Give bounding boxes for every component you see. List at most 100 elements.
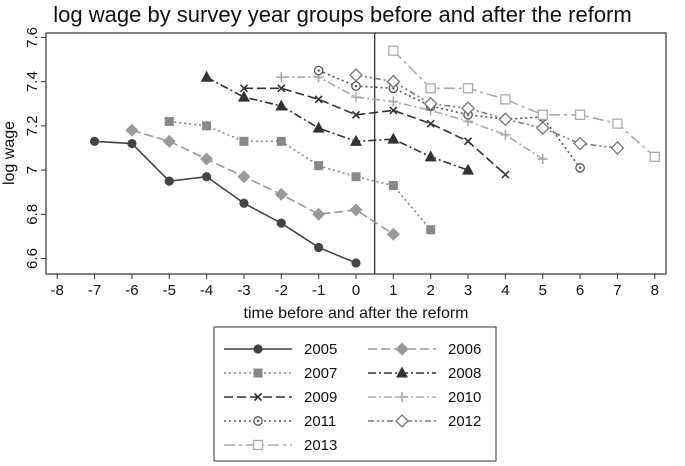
x-tick-label: -3 [237,282,250,299]
data-point-2010 [537,154,548,165]
y-tick-label: 6.8 [24,204,41,225]
data-point-2009 [501,170,510,179]
data-point-2007 [202,121,212,131]
data-point-2009 [239,84,249,93]
legend-label: 2010 [448,389,481,406]
x-tick-label: 6 [576,282,584,299]
data-point-2005 [351,258,361,268]
series-2012 [349,68,625,155]
x-tick-label: -4 [200,282,213,299]
data-point-2005 [202,172,212,182]
data-point-2010 [500,129,511,140]
data-point-2006 [312,207,326,221]
series-line-2013 [392,50,656,158]
data-point-2006 [386,227,400,241]
legend-marker [252,439,264,451]
y-axis-label: log wage [1,121,18,185]
data-point-2013 [612,118,623,129]
legend-label: 2007 [304,365,337,382]
x-tick-label: 0 [352,282,360,299]
data-point-2005 [276,218,286,228]
data-point-2006 [237,170,251,184]
legend-label: 2013 [304,437,337,454]
legend-item-2009: 2009 [224,389,337,406]
series-2013 [388,45,660,162]
data-point-2013 [425,83,436,94]
x-tick-label: -6 [125,282,138,299]
x-tick-label: -7 [88,282,101,299]
data-point-2013 [462,83,474,94]
legend-item-2011: 2011 [224,413,336,430]
legend-label: 2008 [448,365,481,382]
data-point-2008 [462,163,475,175]
data-point-2007 [276,136,286,146]
data-point-2007 [239,136,249,146]
data-point-2006 [200,152,214,166]
data-point-2012 [610,141,625,155]
y-tick-label: 7.4 [24,71,41,92]
x-tick-label: 4 [501,282,509,299]
data-point-2008 [350,134,362,146]
legend-item-2010: 2010 [368,389,481,406]
legend-marker [397,392,407,402]
data-point-2009 [426,119,435,128]
legend-item-2008: 2008 [368,365,481,382]
data-point-2012 [349,68,363,82]
x-tick-label: -5 [163,282,176,299]
data-point-2012 [498,112,513,127]
y-tick-label: 7.2 [24,115,41,136]
data-point-2007 [351,172,361,182]
series-line-2005 [94,140,357,264]
data-point-2011 [313,65,324,76]
data-point-2011 [351,81,361,91]
y-tick-label: 6.6 [24,248,41,269]
legend-label: 2012 [448,413,481,430]
chart-title: log wage by survey year groups before an… [53,2,632,27]
data-point-2010 [276,72,287,83]
data-point-2008 [200,70,213,82]
y-tick-label: 7 [24,166,41,174]
series-2006 [125,123,400,241]
data-point-2009 [277,84,286,93]
data-point-2008 [424,150,437,162]
series-2007 [164,116,436,235]
data-point-2012 [386,74,401,89]
x-tick-label: 1 [389,282,397,299]
data-point-2007 [388,181,398,191]
legend-label: 2011 [304,413,336,430]
marker-center [354,84,358,88]
data-point-2006 [274,187,288,201]
series-line-2010 [281,76,544,160]
data-point-2013 [500,94,511,105]
data-point-2005 [164,176,174,186]
data-point-2012 [461,101,475,116]
series-line-2009 [243,87,506,176]
series-line-2006 [131,129,394,235]
data-point-2012 [423,96,438,111]
data-point-2005 [89,136,100,146]
legend-marker [396,366,408,378]
data-point-2007 [164,116,174,126]
legend-item-2012: 2012 [368,413,481,430]
data-point-2005 [314,242,324,253]
data-point-2007 [314,161,324,171]
legend-marker [253,368,263,378]
data-point-2013 [537,109,548,120]
series-2009 [239,84,510,179]
marker-center [256,419,260,423]
data-point-2013 [649,151,660,162]
data-point-2008 [312,121,325,133]
y-tick-label: 7.6 [24,27,41,48]
x-tick-label: -1 [312,282,325,299]
data-point-2010 [388,96,399,107]
x-tick-label: 8 [651,282,659,299]
legend-item-2013: 2013 [224,437,337,454]
legend-marker [253,344,263,354]
data-point-2006 [349,203,363,217]
data-point-2005 [239,198,249,208]
series-line-2007 [169,120,432,231]
data-point-2011 [575,163,585,173]
x-axis-label: time before and after the reform [244,305,469,322]
series-line-2011 [318,69,581,169]
